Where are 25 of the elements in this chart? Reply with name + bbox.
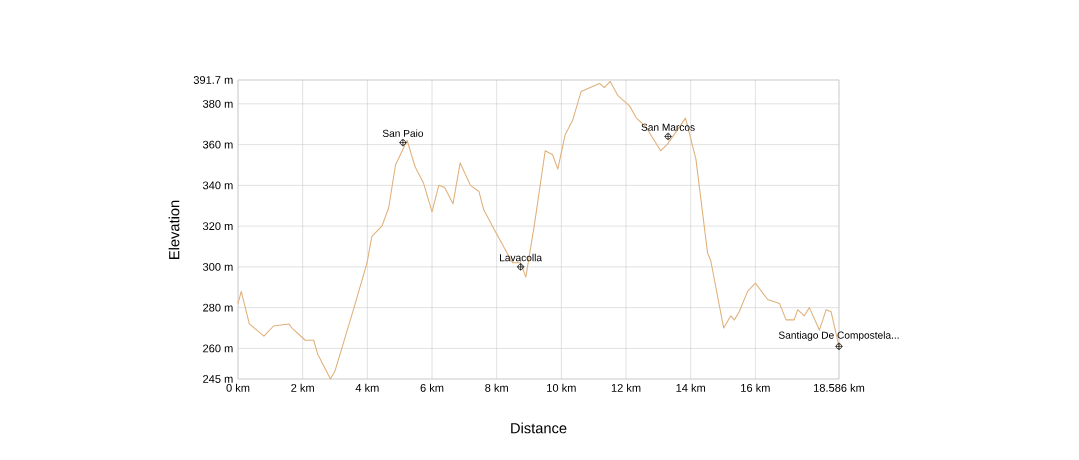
x-tick-label: 16 km [741, 383, 770, 392]
x-tick-label: 10 km [547, 383, 576, 392]
y-tick-label: 340 m [202, 181, 233, 190]
y-tick-label: 391.7 m [193, 76, 233, 84]
x-tick-label: 14 km [676, 383, 706, 392]
annotation: Santiago De Compostela... [778, 331, 899, 341]
x-tick-label: 0 km [226, 383, 250, 392]
y-tick-label: 245 m [203, 375, 233, 383]
x-tick-label: 12 km [611, 383, 641, 392]
x-tick-label: 8 km [485, 383, 508, 392]
x-tick-label: 18.586 km [814, 383, 865, 392]
y-tick-label: 300 m [202, 262, 233, 271]
x-axis-title: Distance [511, 422, 567, 434]
annotation: San Paio [382, 129, 424, 137]
annotation: San Marcos [641, 123, 695, 131]
annotation: Lavacolla [500, 253, 543, 262]
x-tick-label: 4 km [355, 383, 379, 392]
y-tick-label: 280 m [203, 303, 233, 312]
y-axis-title: Elevation [168, 200, 180, 259]
y-tick-label: 380 m [202, 99, 233, 108]
y-tick-label: 320 m [202, 222, 233, 231]
y-tick-label: 260 m [203, 344, 233, 353]
y-tick-label: 360 m [202, 140, 233, 149]
x-tick-label: 2 km [291, 383, 314, 392]
x-tick-label: 6 km [420, 383, 444, 392]
